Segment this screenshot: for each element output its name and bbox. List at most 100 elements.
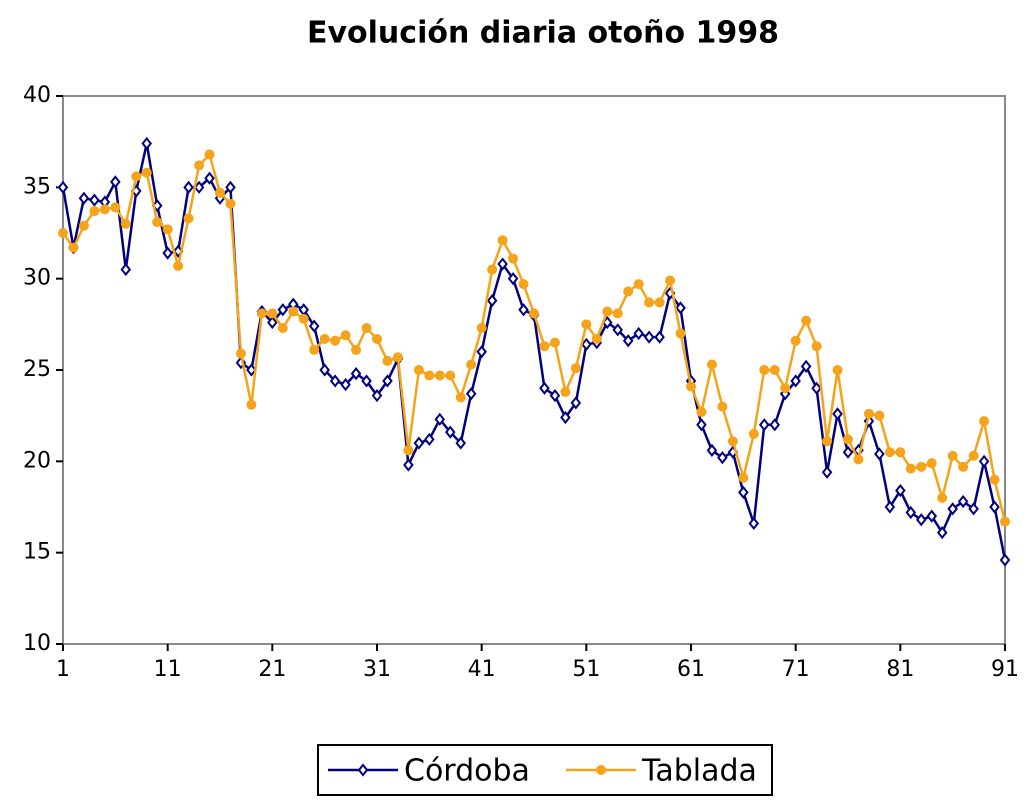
- y-tick-label: 15: [23, 540, 51, 565]
- data-point: [298, 313, 309, 324]
- data-point: [581, 319, 592, 330]
- data-point: [507, 272, 519, 286]
- data-point: [1000, 516, 1010, 527]
- data-point: [957, 494, 969, 509]
- data-point: [57, 180, 69, 194]
- data-point: [989, 474, 1000, 485]
- y-tick-label: 25: [23, 357, 51, 382]
- data-point: [235, 348, 246, 359]
- data-point: [947, 502, 958, 516]
- data-point: [968, 450, 979, 461]
- data-point: [340, 378, 351, 392]
- data-point: [225, 180, 236, 194]
- series-line: [61, 143, 1007, 561]
- data-point: [330, 335, 341, 346]
- data-point: [215, 187, 225, 198]
- data-point: [99, 204, 110, 215]
- data-point: [444, 425, 456, 439]
- data-point: [884, 500, 896, 514]
- legend-marker: [596, 765, 606, 775]
- data-point: [675, 328, 686, 339]
- data-point: [643, 330, 655, 344]
- data-point: [78, 191, 90, 205]
- data-point: [204, 149, 215, 160]
- x-tick-label: 91: [991, 657, 1019, 682]
- data-point: [811, 341, 822, 352]
- data-point: [497, 257, 508, 271]
- data-point: [518, 303, 529, 317]
- data-point: [319, 363, 330, 377]
- data-point: [612, 323, 624, 337]
- data-point: [162, 224, 173, 235]
- data-point: [968, 502, 979, 516]
- data-point: [895, 483, 906, 498]
- data-point: [633, 279, 644, 290]
- legend-label: Tablada: [641, 754, 757, 789]
- data-point: [790, 335, 801, 346]
- data-point: [978, 454, 990, 468]
- data-point: [110, 202, 121, 213]
- data-point: [570, 396, 582, 410]
- data-point: [905, 463, 916, 474]
- data-point: [329, 374, 341, 388]
- legend-marker: [357, 763, 369, 777]
- data-point: [570, 363, 581, 374]
- data-point: [937, 492, 948, 503]
- data-point: [769, 418, 781, 432]
- data-point: [424, 370, 435, 381]
- data-point: [926, 458, 937, 469]
- data-point: [999, 553, 1011, 567]
- series-line: [61, 151, 1007, 522]
- data-point: [801, 315, 812, 326]
- data-point: [382, 355, 393, 366]
- x-tick-label: 51: [572, 657, 600, 682]
- data-point: [173, 260, 184, 271]
- data-point: [549, 337, 560, 348]
- data-point: [162, 246, 173, 260]
- data-point: [486, 293, 498, 308]
- y-tick-label: 40: [23, 83, 51, 108]
- data-point: [843, 434, 853, 445]
- data-point: [152, 217, 163, 228]
- data-point: [497, 235, 508, 246]
- data-point: [256, 308, 267, 319]
- data-point: [696, 407, 707, 418]
- data-point: [706, 359, 717, 370]
- y-tick-label: 30: [23, 266, 51, 291]
- data-point: [622, 334, 634, 348]
- data-point: [539, 381, 550, 395]
- data-point: [319, 333, 330, 344]
- data-point: [989, 500, 1000, 514]
- data-point: [979, 416, 990, 427]
- data-point: [759, 365, 770, 375]
- data-point: [68, 242, 79, 253]
- data-point: [936, 525, 948, 540]
- data-point: [308, 319, 320, 333]
- data-point: [811, 381, 822, 395]
- data-point: [267, 308, 278, 319]
- data-point: [602, 306, 613, 317]
- data-point: [947, 450, 958, 461]
- data-point: [487, 264, 498, 275]
- data-point: [717, 401, 728, 412]
- data-point: [246, 363, 257, 377]
- data-point: [926, 509, 938, 523]
- data-point: [392, 352, 403, 363]
- x-tick-label: 1: [56, 657, 70, 682]
- data-point: [466, 359, 477, 370]
- x-tick-label: 11: [154, 657, 182, 682]
- x-tick-label: 41: [468, 657, 496, 682]
- data-point: [382, 374, 393, 388]
- data-point: [455, 392, 466, 403]
- data-point: [738, 472, 749, 483]
- x-tick-label: 21: [258, 657, 286, 682]
- data-point: [884, 447, 895, 458]
- data-point: [758, 418, 770, 432]
- data-point: [361, 322, 372, 333]
- data-point: [623, 286, 634, 297]
- data-point: [403, 458, 414, 472]
- data-point: [696, 418, 707, 432]
- legend-label: Córdoba: [404, 754, 530, 789]
- data-point: [822, 436, 833, 447]
- data-point: [686, 381, 696, 392]
